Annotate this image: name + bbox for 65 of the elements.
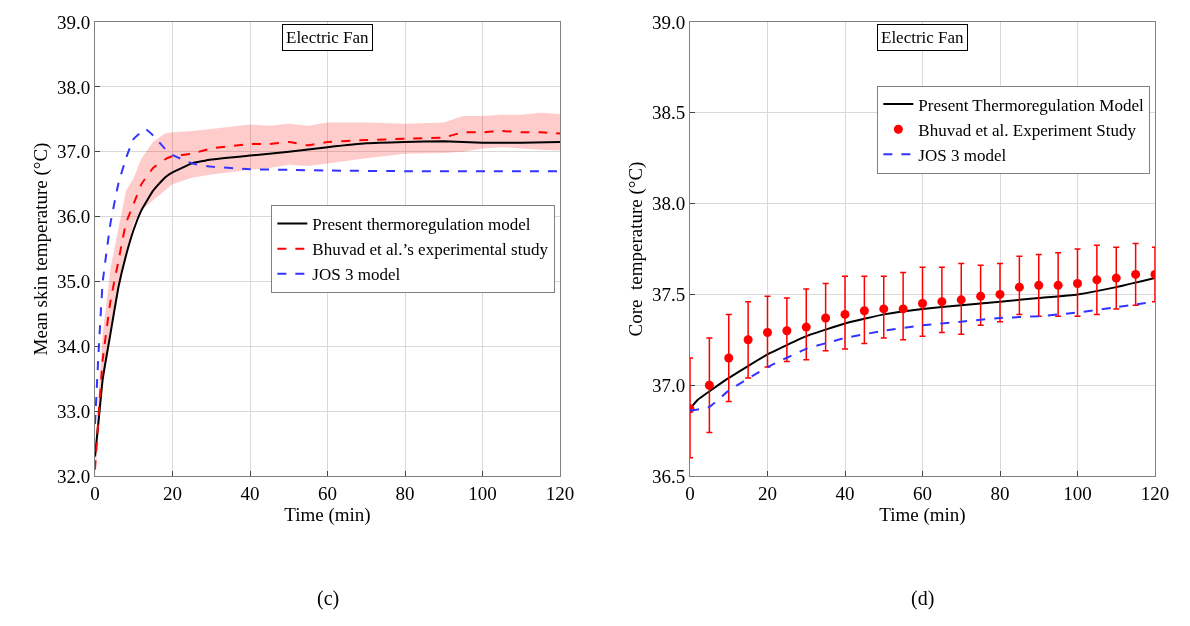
point xyxy=(763,328,772,338)
y-tick-label: 36.5 xyxy=(651,465,686,487)
point xyxy=(782,326,792,336)
point xyxy=(743,335,753,345)
y-tick-label: 37.0 xyxy=(56,141,91,163)
point xyxy=(937,297,947,307)
x-axis-title: Time (min) xyxy=(879,503,966,526)
point xyxy=(1092,275,1102,285)
x-axis-title: Time (min) xyxy=(284,503,371,526)
y-tick-label: 34.0 xyxy=(56,335,91,357)
y-axis-title: Core temperature (°C) xyxy=(624,161,647,337)
x-tick-label: 100 xyxy=(468,482,497,504)
x-tick-label: 20 xyxy=(163,482,182,504)
y-tick-label: 39.0 xyxy=(651,11,686,33)
point xyxy=(1131,269,1141,279)
point xyxy=(801,322,811,332)
legend-label: JOS 3 model xyxy=(918,145,1007,165)
point xyxy=(704,380,714,390)
point xyxy=(859,306,869,316)
text: (d) xyxy=(911,587,935,610)
point xyxy=(1111,273,1121,283)
point xyxy=(1073,279,1082,288)
y-tick-label: 38.0 xyxy=(56,76,91,98)
x-tick-label: 100 xyxy=(1063,482,1092,504)
y-tick-label: 33.0 xyxy=(56,400,91,422)
legend-label: Bhuvad et al.’s experimental study xyxy=(312,240,549,260)
x-tick-label: 0 xyxy=(685,482,695,504)
x-tick-label: 80 xyxy=(990,482,1010,504)
x-tick-label: 40 xyxy=(240,482,260,504)
point xyxy=(956,295,966,305)
chart-title: Electric Fan xyxy=(881,28,965,47)
x-tick-label: 120 xyxy=(545,482,575,504)
text: (c) xyxy=(317,587,340,610)
y-tick-label: 39.0 xyxy=(56,11,91,33)
x-tick-label: 60 xyxy=(913,482,932,504)
point xyxy=(1034,280,1044,290)
x-tick-label: 120 xyxy=(1140,482,1170,504)
y-tick-label: 38.5 xyxy=(651,102,686,124)
y-axis-title: Mean skin temperature (°C) xyxy=(29,142,52,356)
x-tick-label: 20 xyxy=(758,482,777,504)
y-tick-label: 35.0 xyxy=(56,271,91,293)
legend-label: JOS 3 model xyxy=(312,265,401,285)
y-tick-label: 37.5 xyxy=(651,284,686,306)
x-tick-label: 0 xyxy=(90,482,100,504)
point xyxy=(879,304,889,314)
y-tick-label: 37.0 xyxy=(651,374,686,396)
x-tick-label: 40 xyxy=(835,482,855,504)
x-tick-label: 80 xyxy=(395,482,415,504)
y-tick-label: 36.0 xyxy=(56,206,91,228)
point xyxy=(898,304,908,314)
y-tick-label: 38.0 xyxy=(651,193,686,215)
legend-label: Bhuvad et al. Experiment Study xyxy=(918,120,1137,140)
y-tick-label: 32.0 xyxy=(56,465,91,487)
legend-label: Present thermoregulation model xyxy=(312,215,531,235)
point xyxy=(724,353,734,363)
x-tick-label: 60 xyxy=(318,482,337,504)
legend-label: Present Thermoregulation Model xyxy=(918,95,1144,115)
point xyxy=(1053,280,1063,290)
point xyxy=(821,313,831,323)
chart-title: Electric Fan xyxy=(286,28,370,47)
point xyxy=(918,298,927,308)
point xyxy=(840,309,850,319)
point xyxy=(1014,282,1024,292)
point xyxy=(995,289,1005,299)
point xyxy=(976,291,986,301)
